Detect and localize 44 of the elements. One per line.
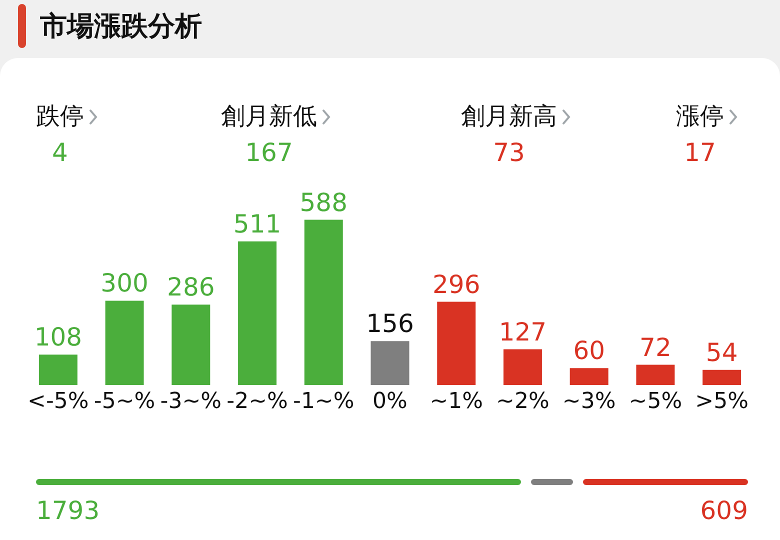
bar	[172, 304, 210, 385]
data-label: 72	[640, 332, 672, 362]
data-label: 108	[34, 322, 82, 352]
x-tick-label: -3~%	[160, 389, 222, 414]
bar	[636, 364, 675, 385]
chart-title: 市場漲跌分析	[40, 10, 202, 44]
data-label: 300	[100, 268, 148, 298]
text: 跌停	[36, 102, 84, 130]
bar	[38, 354, 78, 385]
bar	[570, 368, 608, 385]
bar	[238, 241, 277, 385]
x-tick-label: ~5%	[628, 389, 682, 414]
text: 73	[492, 138, 526, 167]
bar	[437, 302, 476, 385]
data-label: 511	[233, 209, 282, 238]
data-label: 156	[366, 309, 414, 338]
bar	[105, 300, 144, 385]
data-label: 60	[573, 336, 605, 366]
x-tick-label: ~1%	[430, 389, 484, 414]
text: 167	[244, 138, 294, 167]
text: 609	[700, 496, 748, 525]
bar	[503, 349, 542, 385]
data-label: 127	[498, 317, 547, 346]
x-tick-label: ~3%	[562, 389, 616, 414]
x-tick-label: -2~%	[226, 389, 288, 414]
data-label: 54	[706, 338, 738, 367]
x-tick-label: ~2%	[496, 389, 550, 414]
bar	[702, 370, 742, 385]
x-tick-label: -5~%	[94, 389, 156, 414]
text: 創月新高	[461, 102, 557, 130]
x-tick-label: <-5%	[28, 389, 89, 414]
data-label: 286	[167, 272, 215, 302]
bar	[304, 220, 343, 385]
data-label: 588	[300, 188, 348, 217]
x-tick-label: >5%	[695, 389, 748, 414]
text: 1793	[36, 496, 100, 525]
text: 4	[51, 138, 69, 167]
data-label: 296	[432, 270, 480, 299]
text: 漲停	[676, 102, 724, 130]
text: 創月新低	[221, 102, 317, 130]
x-tick-label: 0%	[372, 389, 408, 414]
x-tick-label: -1~%	[293, 389, 354, 414]
bar	[370, 341, 410, 385]
text: 17	[683, 138, 717, 167]
